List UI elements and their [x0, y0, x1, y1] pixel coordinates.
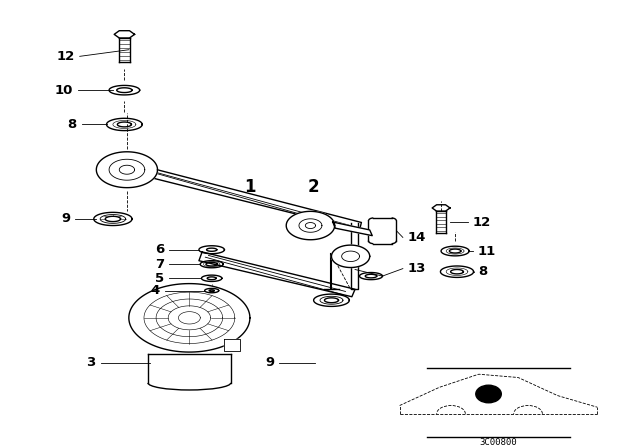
- Text: 9: 9: [265, 356, 274, 369]
- Polygon shape: [97, 152, 157, 188]
- Polygon shape: [199, 252, 355, 297]
- Text: 8: 8: [67, 118, 77, 131]
- Text: 5: 5: [155, 272, 164, 285]
- Text: 12: 12: [473, 215, 491, 228]
- Text: 14: 14: [408, 231, 426, 244]
- Text: 13: 13: [408, 262, 426, 275]
- Polygon shape: [333, 222, 372, 236]
- Text: 1: 1: [244, 178, 255, 196]
- Text: 3: 3: [86, 356, 96, 369]
- Text: 4: 4: [150, 284, 159, 297]
- Polygon shape: [129, 284, 250, 352]
- Polygon shape: [225, 339, 241, 351]
- Polygon shape: [148, 354, 231, 383]
- Polygon shape: [119, 159, 143, 175]
- Polygon shape: [332, 245, 370, 267]
- Text: 11: 11: [478, 245, 496, 258]
- Text: 8: 8: [478, 265, 487, 278]
- Text: 7: 7: [155, 258, 164, 271]
- Text: 9: 9: [61, 212, 70, 225]
- Polygon shape: [286, 211, 335, 240]
- Text: 2: 2: [308, 178, 319, 196]
- Text: 3C00800: 3C00800: [479, 438, 517, 447]
- Polygon shape: [349, 224, 358, 289]
- Text: 10: 10: [54, 84, 73, 97]
- Circle shape: [476, 385, 501, 403]
- Text: 12: 12: [56, 50, 75, 63]
- Text: 6: 6: [155, 243, 164, 256]
- Polygon shape: [135, 165, 362, 230]
